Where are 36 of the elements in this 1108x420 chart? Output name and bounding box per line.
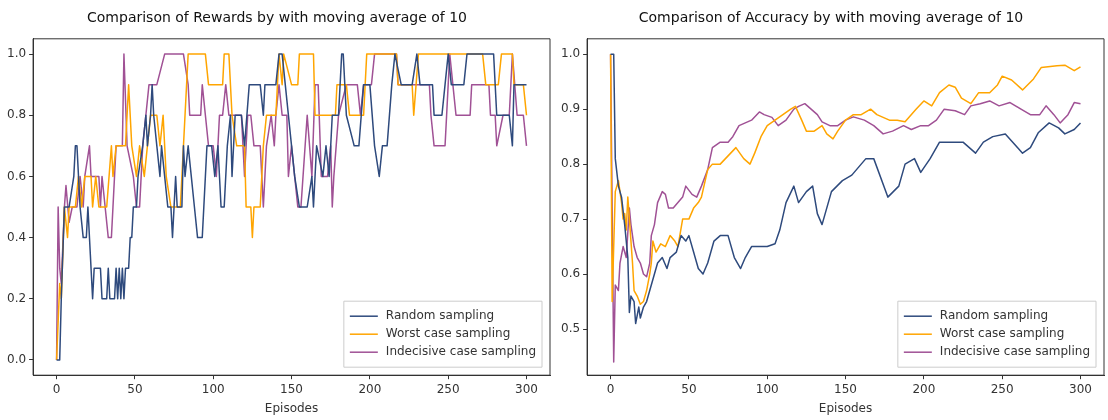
x-tick-label: 150 (280, 381, 303, 396)
y-tick-label: 0.6 (6, 168, 27, 183)
y-tick-label: 1.0 (6, 46, 27, 61)
x-tick-label: 50 (127, 381, 143, 396)
y-tick-label: 0.0 (6, 352, 27, 367)
y-tick-label: 1.0 (560, 46, 581, 61)
y-tick-label: 0.8 (6, 107, 27, 122)
legend-label: Worst case sampling (939, 326, 1065, 341)
x-tick-label: 200 (358, 381, 382, 396)
y-tick-label: 0.8 (560, 156, 581, 171)
x-tick-label: 200 (912, 381, 936, 396)
x-tick-label: 100 (755, 381, 779, 396)
y-tick-label: 0.9 (560, 101, 581, 116)
legend-label: Worst case sampling (385, 326, 511, 341)
chart-title: Comparison of Accuracy by with moving average of 10 (638, 9, 1024, 26)
x-tick-label: 250 (990, 381, 1014, 396)
y-tick-label: 0.4 (6, 229, 27, 244)
x-tick-label: 100 (201, 381, 225, 396)
x-tick-label: 300 (1069, 381, 1092, 396)
y-tick-label: 0.2 (6, 290, 27, 305)
x-tick-label: 250 (436, 381, 460, 396)
chart-title: Comparison of Rewards by with moving average of 10 (87, 9, 467, 26)
x-tick-label: 50 (681, 381, 697, 396)
y-tick-label: 0.5 (560, 321, 581, 336)
legend-label: Indecisive case sampling (385, 344, 537, 359)
x-tick-label: 150 (834, 381, 857, 396)
legend-label: Indecisive case sampling (939, 344, 1091, 359)
y-tick-label: 0.7 (560, 211, 581, 226)
x-tick-label: 300 (515, 381, 538, 396)
x-tick-label: 0 (606, 381, 615, 396)
legend-label: Random sampling (385, 308, 495, 323)
y-tick-label: 0.6 (560, 266, 581, 281)
legend-label: Random sampling (939, 308, 1049, 323)
x-axis-title: Episodes (818, 400, 873, 415)
x-tick-label: 0 (52, 381, 61, 396)
x-axis-title: Episodes (264, 400, 319, 415)
